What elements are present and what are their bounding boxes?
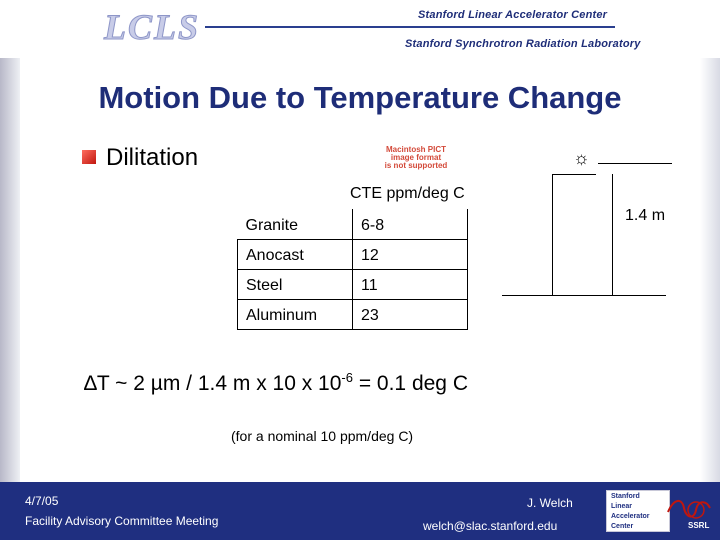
stand-left-edge	[552, 174, 553, 296]
formula-main: ∆T ~ 2 µm / 1.4 m x 10 x 10	[84, 372, 342, 395]
cte-table: Granite 6-8 Anocast 12 Steel 11 Aluminum…	[237, 209, 468, 330]
lcls-logo-text: LCLS	[103, 7, 201, 48]
lcls-logo: LCLS	[103, 6, 214, 50]
slac-logo-line: Center	[611, 523, 634, 530]
material-cell: Aluminum	[237, 298, 353, 330]
cte-value-cell: 12	[352, 238, 468, 270]
slac-logo: Stanford Linear Accelerator Center SSRL	[606, 490, 714, 534]
material-cell: Steel	[237, 268, 353, 300]
stand-top-edge	[552, 174, 596, 175]
header-divider	[205, 26, 615, 28]
material-cell: Anocast	[237, 238, 353, 270]
stand-right-edge	[612, 174, 613, 296]
formula-exponent: -6	[341, 370, 353, 385]
table-row: Aluminum 23	[237, 298, 468, 330]
sun-icon: ☼	[573, 148, 590, 168]
reference-line	[598, 163, 672, 164]
header-band: LCLS Stanford Linear Accelerator Center …	[0, 0, 720, 58]
bullet-text: Dilitation	[106, 144, 199, 171]
pict-placeholder-line-3: is not supported	[384, 161, 448, 170]
footer-author: J. Welch	[527, 496, 573, 510]
table-row: Anocast 12	[237, 238, 468, 270]
ssrl-text: SSRL	[688, 521, 709, 530]
footer-meeting: Facility Advisory Committee Meeting	[25, 514, 219, 528]
cte-value-cell: 6-8	[352, 209, 468, 240]
nominal-note: (for a nominal 10 ppm/deg C)	[231, 428, 414, 444]
cte-table-header: CTE ppm/deg C	[350, 185, 465, 202]
cte-value-cell: 11	[352, 268, 468, 300]
institution-line-1: Stanford Linear Accelerator Center	[418, 9, 608, 21]
slac-logo-box: Stanford Linear Accelerator Center	[606, 490, 670, 532]
bullet-marker-icon	[82, 150, 96, 164]
left-shade	[0, 58, 20, 482]
footer-band	[0, 482, 720, 540]
institution-line-2: Stanford Synchrotron Radiation Laborator…	[405, 38, 641, 50]
right-shade	[700, 58, 720, 482]
table-row: Granite 6-8	[237, 209, 468, 240]
height-diagram: ☼ 1.4 m	[500, 145, 690, 305]
pict-placeholder-line-2: image format	[390, 153, 442, 162]
ssrl-logo-icon: SSRL	[667, 500, 711, 530]
pict-placeholder: Macintosh PICT image format is not suppo…	[354, 146, 478, 170]
pict-placeholder-line-1: Macintosh PICT	[385, 145, 446, 154]
footer-date: 4/7/05	[25, 494, 59, 508]
formula-result: = 0.1 deg C	[352, 372, 468, 395]
cte-value-cell: 23	[352, 298, 468, 330]
ground-line	[502, 295, 666, 296]
slac-logo-line: Stanford	[611, 493, 640, 500]
table-row: Steel 11	[237, 268, 468, 300]
footer-email: welch@slac.stanford.edu	[423, 519, 558, 533]
slide-title: Motion Due to Temperature Change	[98, 80, 622, 115]
height-label: 1.4 m	[625, 207, 666, 224]
slac-logo-line: Linear	[611, 503, 633, 510]
formula: ∆T ~ 2 µm / 1.4 m x 10 x 10-6 = 0.1 deg …	[84, 370, 468, 396]
material-cell: Granite	[237, 209, 353, 240]
slac-logo-line: Accelerator	[611, 513, 650, 520]
